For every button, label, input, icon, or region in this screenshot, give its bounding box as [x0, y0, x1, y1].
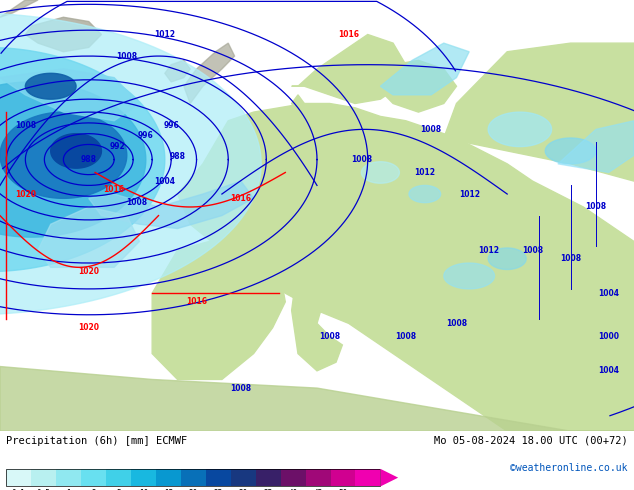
- Polygon shape: [0, 367, 634, 431]
- Polygon shape: [0, 69, 139, 121]
- Polygon shape: [558, 121, 634, 172]
- Polygon shape: [0, 0, 38, 17]
- Bar: [281, 469, 306, 487]
- Text: 1016: 1016: [338, 30, 359, 39]
- Text: 40: 40: [288, 489, 298, 490]
- Polygon shape: [380, 43, 469, 95]
- Polygon shape: [444, 263, 495, 289]
- Text: 992: 992: [110, 142, 125, 151]
- Text: 988: 988: [169, 152, 186, 162]
- Text: 988: 988: [81, 155, 97, 164]
- Bar: [6, 469, 31, 487]
- Text: 1020: 1020: [78, 267, 100, 276]
- Text: 1008: 1008: [351, 155, 372, 164]
- Polygon shape: [51, 134, 101, 168]
- Text: 1012: 1012: [477, 245, 499, 255]
- Polygon shape: [368, 60, 456, 112]
- Bar: [306, 469, 330, 487]
- Text: 0.1: 0.1: [12, 489, 26, 490]
- Text: 5: 5: [116, 489, 121, 490]
- Polygon shape: [292, 216, 342, 371]
- Polygon shape: [165, 60, 190, 82]
- Text: 1008: 1008: [560, 254, 581, 263]
- Polygon shape: [38, 207, 139, 268]
- Text: 1004: 1004: [154, 176, 176, 186]
- Text: 1012: 1012: [154, 30, 176, 39]
- Polygon shape: [292, 34, 406, 103]
- Text: 1012: 1012: [458, 190, 480, 198]
- Polygon shape: [444, 43, 634, 181]
- Text: 30: 30: [238, 489, 248, 490]
- Text: 1020: 1020: [78, 323, 100, 332]
- Bar: [256, 469, 281, 487]
- Polygon shape: [488, 248, 526, 270]
- Text: 1008: 1008: [420, 125, 442, 134]
- Text: 1020: 1020: [15, 190, 36, 198]
- Bar: [206, 469, 231, 487]
- Text: 1016: 1016: [230, 194, 252, 203]
- Bar: [181, 469, 206, 487]
- Text: 1008: 1008: [395, 332, 417, 341]
- Text: 1004: 1004: [598, 289, 619, 298]
- Polygon shape: [292, 95, 304, 112]
- Polygon shape: [0, 112, 127, 198]
- Text: ©weatheronline.co.uk: ©weatheronline.co.uk: [510, 463, 628, 473]
- Bar: [231, 469, 256, 487]
- Bar: [156, 469, 181, 487]
- Bar: [131, 469, 156, 487]
- Text: 996: 996: [138, 131, 153, 140]
- Text: 35: 35: [264, 489, 273, 490]
- Polygon shape: [0, 48, 165, 271]
- Text: 1016: 1016: [186, 297, 207, 306]
- Polygon shape: [545, 138, 596, 164]
- Text: 1: 1: [67, 489, 71, 490]
- Bar: [330, 469, 356, 487]
- Polygon shape: [25, 74, 76, 99]
- Text: 45: 45: [313, 489, 323, 490]
- Polygon shape: [0, 82, 146, 237]
- Text: 1008: 1008: [585, 202, 607, 212]
- Polygon shape: [361, 162, 399, 183]
- Bar: [6, 469, 380, 487]
- Text: 1012: 1012: [414, 168, 436, 177]
- Text: 1008: 1008: [522, 245, 543, 255]
- Text: 2: 2: [91, 489, 96, 490]
- Text: 50: 50: [339, 489, 347, 490]
- Bar: [31, 469, 56, 487]
- Polygon shape: [184, 43, 235, 103]
- Bar: [81, 469, 106, 487]
- Text: 1008: 1008: [446, 319, 467, 328]
- Polygon shape: [152, 242, 285, 379]
- Text: 1008: 1008: [126, 198, 147, 207]
- Bar: [56, 469, 81, 487]
- Text: 25: 25: [214, 489, 223, 490]
- Text: 1008: 1008: [230, 384, 252, 392]
- Text: 1016: 1016: [103, 185, 125, 194]
- Polygon shape: [380, 469, 398, 487]
- Text: 1008: 1008: [319, 332, 340, 341]
- Polygon shape: [25, 17, 101, 52]
- Bar: [106, 469, 131, 487]
- Polygon shape: [409, 185, 441, 203]
- Text: 0.5: 0.5: [37, 489, 51, 490]
- Text: 1008: 1008: [15, 121, 36, 129]
- Polygon shape: [0, 13, 261, 315]
- Text: Precipitation (6h) [mm] ECMWF: Precipitation (6h) [mm] ECMWF: [6, 436, 188, 446]
- Polygon shape: [89, 181, 254, 228]
- Text: Mo 05-08-2024 18.00 UTC (00+72): Mo 05-08-2024 18.00 UTC (00+72): [434, 436, 628, 446]
- Text: 1004: 1004: [598, 367, 619, 375]
- Text: 1000: 1000: [598, 332, 619, 341]
- Text: 1008: 1008: [116, 51, 138, 61]
- Text: 10: 10: [139, 489, 148, 490]
- Text: 996: 996: [164, 121, 179, 129]
- Text: 15: 15: [164, 489, 173, 490]
- Polygon shape: [178, 103, 634, 431]
- Bar: [356, 469, 380, 487]
- Text: 20: 20: [189, 489, 198, 490]
- Polygon shape: [488, 112, 552, 147]
